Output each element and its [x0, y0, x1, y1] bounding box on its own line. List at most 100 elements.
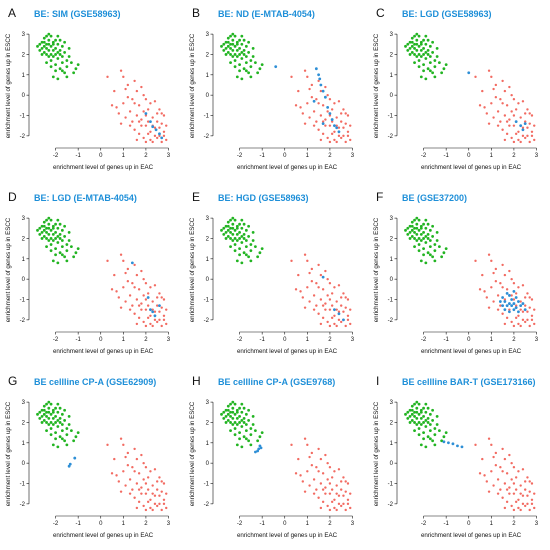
escc-point: [238, 237, 241, 240]
eac-point: [333, 314, 336, 317]
eac-point: [306, 75, 309, 79]
eac-point: [317, 102, 320, 105]
y-tick-label: -1: [388, 114, 394, 120]
eac-point: [115, 474, 118, 477]
escc-point: [229, 429, 232, 432]
eac-point: [344, 480, 347, 483]
eac-point: [335, 300, 338, 303]
sample-point: [333, 124, 336, 128]
eac-point: [324, 308, 327, 311]
escc-point: [433, 427, 437, 430]
escc-point: [45, 237, 48, 240]
escc-point: [415, 410, 419, 414]
escc-point: [419, 259, 423, 263]
escc-point: [417, 59, 421, 62]
sample-point: [146, 296, 150, 299]
eac-point: [521, 134, 525, 138]
panel-title: BE cellline CP-A (GSE62909): [34, 377, 156, 387]
eac-point: [160, 112, 163, 115]
escc-point: [54, 237, 57, 240]
eac-point: [517, 286, 520, 289]
escc-point: [40, 414, 44, 418]
escc-point: [47, 42, 51, 46]
sample-point: [144, 112, 148, 115]
eac-point: [110, 104, 114, 107]
escc-point: [233, 218, 237, 222]
escc-point: [435, 55, 439, 58]
eac-point: [310, 95, 314, 99]
escc-point: [226, 40, 230, 44]
escc-point: [431, 235, 435, 238]
eac-point: [303, 122, 307, 125]
eac-point: [165, 492, 168, 495]
escc-point: [54, 230, 57, 234]
eac-point: [160, 140, 163, 144]
y-tick-label: 3: [206, 400, 210, 406]
panel-f: F BE (GSE37200) -2 -1 0 1 2 3 -2 -1 0 1 2 3 enrichment…: [373, 190, 539, 355]
escc-point: [422, 437, 425, 441]
y-axis-label: enrichment level of genes up in ESCC: [373, 33, 380, 138]
eac-point: [315, 120, 318, 123]
escc-point: [426, 435, 430, 439]
escc-point: [65, 249, 69, 253]
escc-point: [247, 408, 251, 412]
escc-point: [419, 423, 423, 426]
sample-point: [333, 308, 336, 312]
eac-point: [483, 106, 486, 109]
escc-point: [45, 421, 48, 424]
sample-point: [335, 126, 339, 130]
escc-point: [247, 51, 251, 54]
escc-point: [54, 406, 57, 410]
escc-point: [49, 433, 53, 437]
eac-point: [521, 502, 525, 506]
eac-point: [335, 484, 338, 487]
y-tick-label: -2: [204, 318, 210, 324]
escc-point: [63, 419, 67, 422]
escc-point: [244, 55, 248, 58]
eac-point: [128, 478, 132, 481]
escc-point: [56, 445, 60, 449]
escc-point: [231, 239, 235, 242]
escc-point: [233, 53, 237, 56]
escc-point: [413, 230, 416, 234]
escc-point: [36, 228, 39, 232]
sample-point: [73, 456, 77, 460]
y-tick-label: -1: [20, 298, 26, 304]
eac-point: [512, 466, 516, 469]
eac-point: [492, 300, 495, 303]
x-tick-label: 3: [167, 153, 171, 159]
escc-point: [419, 42, 423, 46]
escc-point: [428, 55, 432, 58]
x-tick-label: 3: [535, 337, 539, 343]
escc-point: [231, 410, 235, 414]
escc-point: [51, 40, 55, 44]
x-tick-label: -2: [53, 521, 59, 527]
eac-point: [321, 316, 325, 320]
eac-point: [512, 324, 516, 328]
eac-point: [346, 318, 350, 322]
escc-point: [58, 416, 62, 420]
y-tick-label: -1: [204, 482, 210, 488]
sample-point: [151, 310, 155, 314]
eac-point: [312, 124, 316, 127]
escc-point: [58, 435, 62, 439]
escc-point: [413, 34, 416, 38]
escc-point: [222, 410, 226, 414]
escc-point: [238, 230, 241, 234]
eac-point: [326, 93, 329, 97]
x-tick-label: 3: [351, 153, 355, 159]
escc-point: [67, 239, 71, 242]
eac-point: [142, 93, 145, 97]
y-axis-label: enrichment level of genes up in ESCC: [373, 401, 380, 506]
escc-point: [238, 69, 241, 73]
escc-point: [433, 259, 437, 263]
eac-point: [319, 482, 323, 485]
eac-point: [526, 126, 529, 129]
eac-point: [144, 482, 148, 485]
eac-point: [162, 114, 166, 117]
eac-point: [492, 455, 495, 459]
eac-point: [126, 95, 130, 99]
y-tick-label: 2: [206, 236, 210, 242]
escc-point: [419, 416, 423, 420]
eac-point: [133, 470, 136, 473]
